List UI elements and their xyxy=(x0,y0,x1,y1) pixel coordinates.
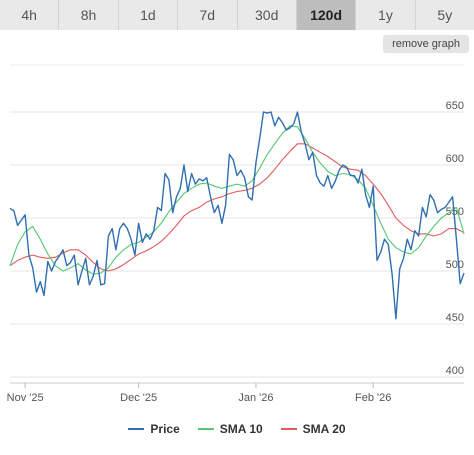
remove-graph-button[interactable]: remove graph xyxy=(383,35,469,53)
series-line-sma-10 xyxy=(9,125,465,275)
x-tick-label: Nov '25 xyxy=(7,392,44,404)
gridlines xyxy=(10,64,464,378)
legend-swatch xyxy=(280,428,297,430)
y-tick-label: 600 xyxy=(446,153,464,165)
legend-label: Price xyxy=(150,422,180,436)
tab-30d[interactable]: 30d xyxy=(237,0,297,30)
x-tick-label: Jan '26 xyxy=(238,392,273,404)
legend-swatch xyxy=(197,428,214,430)
y-tick-label: 550 xyxy=(446,206,464,218)
legend-item-price[interactable]: Price xyxy=(128,422,180,436)
legend-label: SMA 10 xyxy=(219,422,263,436)
y-tick-label: 450 xyxy=(446,312,464,324)
series-lines xyxy=(9,111,465,320)
legend-item-sma-20[interactable]: SMA 20 xyxy=(280,422,346,436)
y-axis-labels: 400 450 500 550 600 650 xyxy=(446,100,464,377)
tab-7d[interactable]: 7d xyxy=(178,0,238,30)
y-tick-label: 650 xyxy=(446,100,464,112)
y-tick-label: 400 xyxy=(446,365,464,377)
legend-swatch xyxy=(128,428,145,430)
tab-1d[interactable]: 1d xyxy=(118,0,179,30)
series-line-price xyxy=(9,111,465,320)
tab-120d[interactable]: 120d xyxy=(296,0,357,30)
series-line-sma-20 xyxy=(9,143,465,272)
x-axis: Nov '25 Dec '25 Jan '26 Feb '26 xyxy=(7,382,464,404)
tab-4h[interactable]: 4h xyxy=(0,0,60,30)
tab-5y[interactable]: 5y xyxy=(415,0,474,30)
timeframe-tabs: 4h 8h 1d 7d 30d 120d 1y 5y xyxy=(0,0,474,30)
x-tick-label: Feb '26 xyxy=(355,392,391,404)
legend-label: SMA 20 xyxy=(302,422,346,436)
x-tick-label: Dec '25 xyxy=(120,392,157,404)
chart-legend: Price SMA 10 SMA 20 xyxy=(0,420,474,438)
tab-1y[interactable]: 1y xyxy=(356,0,416,30)
tab-8h[interactable]: 8h xyxy=(59,0,119,30)
y-tick-label: 500 xyxy=(446,259,464,271)
legend-item-sma-10[interactable]: SMA 10 xyxy=(197,422,263,436)
